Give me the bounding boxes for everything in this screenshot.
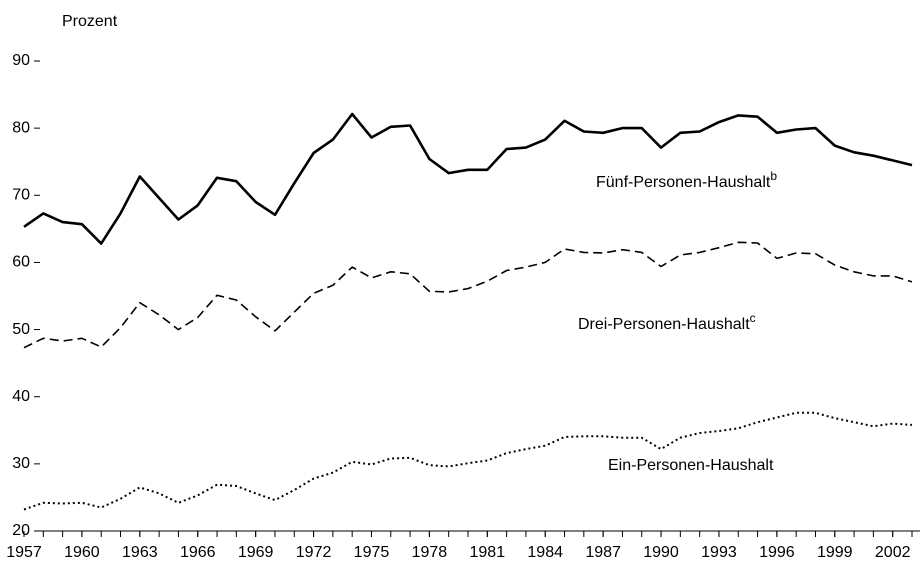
series-line <box>23 411 913 511</box>
series-name: Ein-Personen-Haushalt <box>608 457 774 474</box>
x-tick-label: 1981 <box>470 544 506 561</box>
series-name: Drei-Personen-Haushalt <box>578 316 750 333</box>
series-label: Fünf-Personen-Haushaltb <box>596 169 777 191</box>
y-tick-label: 60 <box>12 254 30 271</box>
y-axis-label: Prozent <box>62 13 118 30</box>
x-tick-label: 2002 <box>875 544 911 561</box>
x-tick-label: 1999 <box>817 544 853 561</box>
x-tick-label: 1972 <box>296 544 332 561</box>
x-tick-label: 1996 <box>759 544 795 561</box>
x-tick-label: 1984 <box>527 544 563 561</box>
series-footnote: c <box>750 311 756 325</box>
series-line <box>23 112 913 245</box>
y-tick-label: 20 <box>12 522 30 539</box>
x-tick-label: 1957 <box>6 544 42 561</box>
y-tick-label: 90 <box>12 52 30 69</box>
series-label: Ein-Personen-Haushalt <box>608 457 774 474</box>
y-tick-label: 40 <box>12 388 30 405</box>
y-tick-label: 70 <box>12 187 30 204</box>
series-name: Fünf-Personen-Haushalt <box>596 174 771 191</box>
x-tick-label: 1993 <box>701 544 737 561</box>
series-footnote: b <box>770 169 777 183</box>
x-tick-label: 1963 <box>122 544 158 561</box>
x-tick-label: 1978 <box>412 544 448 561</box>
series-label: Drei-Personen-Haushaltc <box>578 311 756 333</box>
x-tick-label: 1990 <box>643 544 679 561</box>
x-tick-label: 1966 <box>180 544 216 561</box>
y-tick-label: 50 <box>12 321 30 338</box>
y-tick-label: 30 <box>12 455 30 472</box>
x-tick-label: 1969 <box>238 544 274 561</box>
series-line <box>23 241 913 349</box>
x-tick-label: 1975 <box>354 544 390 561</box>
y-tick-label: 80 <box>12 119 30 136</box>
x-tick-label: 1960 <box>64 544 100 561</box>
x-tick-label: 1987 <box>585 544 621 561</box>
